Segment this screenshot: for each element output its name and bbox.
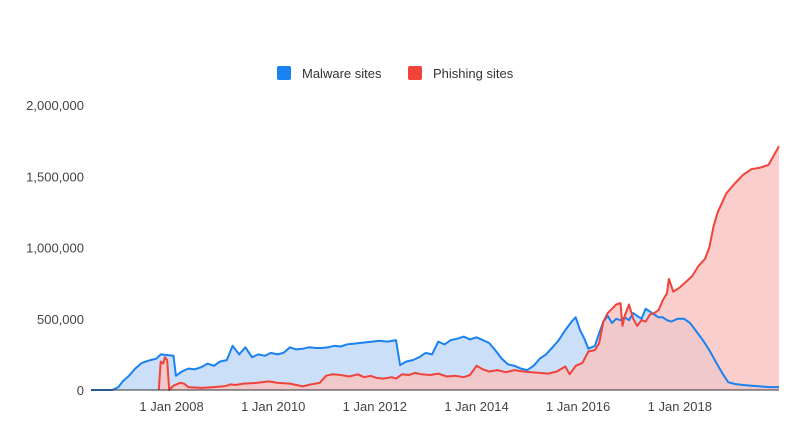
y-tick-label: 0 (77, 383, 84, 398)
legend: Malware sites Phishing sites (277, 66, 514, 81)
y-tick-label: 500,000 (37, 312, 84, 327)
legend-item-phishing-sites[interactable]: Phishing sites (408, 66, 514, 81)
x-tick-label: 1 Jan 2018 (648, 399, 712, 414)
x-axis: 1 Jan 2008 1 Jan 2010 1 Jan 2012 1 Jan 2014… (139, 399, 712, 414)
phishing-sites-line (157, 145, 780, 391)
x-tick-label: 1 Jan 2010 (241, 399, 305, 414)
legend-swatch-malware-sites (277, 66, 291, 80)
phishing-sites-area (158, 146, 780, 390)
y-tick-label: 1,000,000 (26, 241, 84, 256)
x-tick-label: 1 Jan 2012 (343, 399, 407, 414)
plot-lines (91, 145, 780, 391)
plot-areas (91, 146, 780, 390)
x-tick-label: 1 Jan 2014 (444, 399, 508, 414)
y-tick-label: 1,500,000 (26, 169, 84, 184)
legend-swatch-phishing-sites (408, 66, 422, 80)
legend-label-phishing-sites: Phishing sites (433, 66, 514, 81)
x-tick-label: 1 Jan 2008 (139, 399, 203, 414)
malware-sites-line (91, 307, 779, 391)
legend-item-malware-sites[interactable]: Malware sites (277, 66, 382, 81)
x-tick-label: 1 Jan 2016 (546, 399, 610, 414)
y-tick-label: 2,000,000 (26, 98, 84, 113)
y-axis: 0 500,000 1,000,000 1,500,000 2,000,000 (26, 98, 84, 398)
legend-label-malware-sites: Malware sites (302, 66, 382, 81)
